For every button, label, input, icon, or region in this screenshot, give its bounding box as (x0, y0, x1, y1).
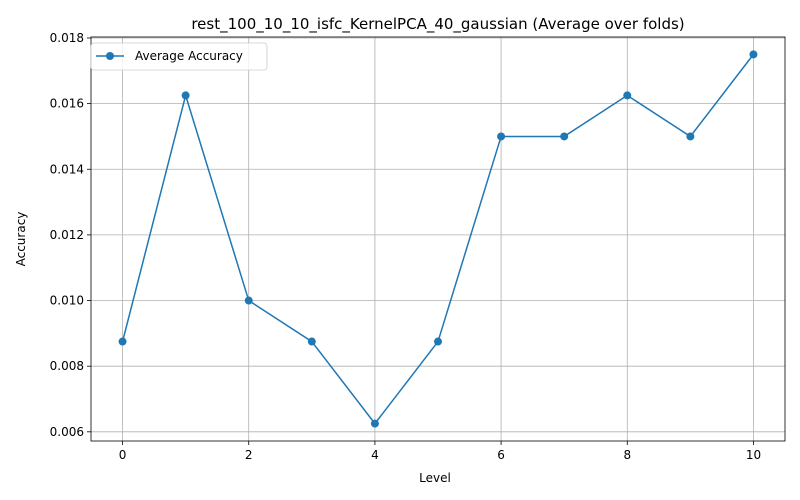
x-tick-label: 4 (371, 448, 379, 462)
series-layer (118, 50, 758, 428)
y-axis: 0.006 0.008 0.010 0.012 0.014 0.016 0.018 (50, 31, 91, 439)
x-axis: 0 2 4 6 8 10 (119, 441, 761, 462)
data-point (623, 91, 632, 100)
y-tick-label: 0.012 (50, 228, 84, 242)
x-tick-label: 0 (119, 448, 127, 462)
x-tick-label: 10 (746, 448, 761, 462)
x-tick-label: 2 (245, 448, 253, 462)
y-tick-label: 0.006 (50, 425, 84, 439)
data-point (370, 419, 379, 428)
x-tick-label: 6 (497, 448, 505, 462)
data-point (118, 337, 127, 346)
grid-lines (91, 37, 785, 441)
data-point (749, 50, 758, 59)
legend-box (90, 42, 268, 71)
legend-marker-swatch (106, 52, 114, 60)
data-point (307, 337, 316, 346)
legend: Average Accuracy (90, 42, 268, 71)
plot-frame (90, 36, 786, 442)
chart-title: rest_100_10_10_isfc_KernelPCA_40_gaussia… (191, 15, 684, 34)
data-point (244, 296, 253, 305)
y-tick-label: 0.016 (50, 97, 84, 111)
y-tick-label: 0.018 (50, 31, 84, 45)
legend-label: Average Accuracy (135, 49, 243, 63)
data-point (686, 132, 695, 141)
data-point (181, 91, 190, 100)
data-point (497, 132, 506, 141)
y-axis-label: Accuracy (14, 212, 28, 267)
y-tick-label: 0.008 (50, 359, 84, 373)
data-point (560, 132, 569, 141)
x-axis-label: Level (419, 471, 451, 485)
x-tick-label: 8 (623, 448, 631, 462)
y-tick-label: 0.014 (50, 162, 84, 176)
y-tick-label: 0.010 (50, 294, 84, 308)
data-point (434, 337, 442, 346)
